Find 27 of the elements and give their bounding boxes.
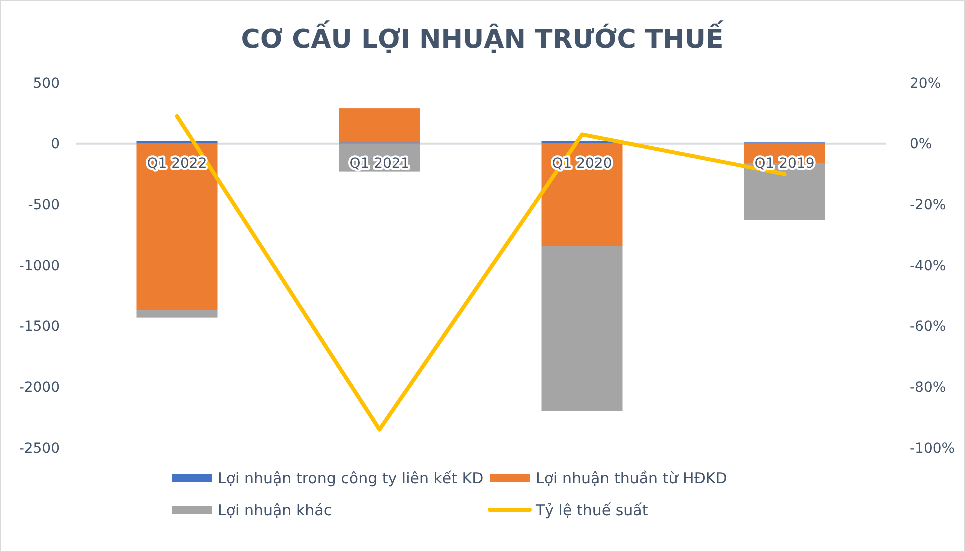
y2-tick-label: 0% bbox=[910, 136, 932, 153]
y-tick-label: -2000 bbox=[19, 380, 60, 396]
x-tick-label: Q1 2020 bbox=[552, 156, 612, 172]
y-tick-label: -1000 bbox=[19, 258, 60, 274]
y2-tick-label: 20% bbox=[910, 76, 942, 92]
y-tick-label: 0 bbox=[51, 136, 60, 153]
y2-tick-label: -80% bbox=[910, 380, 946, 396]
bar bbox=[136, 141, 218, 144]
x-tick-label: Q1 2021 bbox=[350, 156, 410, 172]
bar bbox=[136, 310, 218, 318]
y-tick-label: 500 bbox=[33, 76, 60, 92]
bar bbox=[136, 144, 218, 311]
y2-tick-label: -20% bbox=[910, 198, 946, 214]
bar bbox=[339, 108, 420, 143]
y2-tick-label: -100% bbox=[910, 440, 956, 457]
legend-label: Lợi nhuận thuần từ HĐKD bbox=[536, 469, 728, 488]
y2-tick-label: -60% bbox=[910, 319, 946, 336]
y2-tick-label: -40% bbox=[910, 258, 946, 274]
legend-label: Lợi nhuận khác bbox=[218, 501, 332, 520]
y-tick-label: -2500 bbox=[19, 440, 60, 457]
legend-label: Tỷ lệ thuế suất bbox=[535, 501, 648, 520]
x-tick-label: Q1 2022 bbox=[147, 156, 208, 172]
y-tick-label: -500 bbox=[28, 198, 60, 214]
legend-label: Lợi nhuận trong công ty liên kết KD bbox=[218, 469, 484, 488]
y-tick-label: -1500 bbox=[19, 319, 60, 336]
bar bbox=[542, 246, 623, 412]
chart-title: CƠ CẤU LỢI NHUẬN TRƯỚC THUẾ bbox=[241, 20, 724, 55]
